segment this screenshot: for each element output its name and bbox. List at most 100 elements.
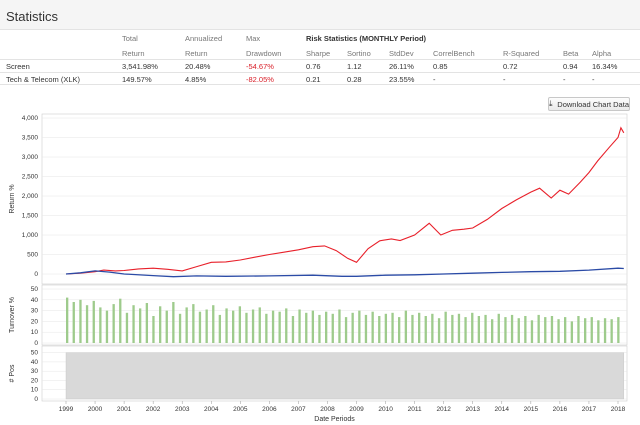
x-tick-label: 2012 [436, 406, 451, 413]
turnover-bar [218, 314, 222, 343]
turnover-bar [344, 317, 348, 343]
x-tick-label: 2008 [320, 406, 335, 413]
turnover-bar [85, 305, 89, 343]
y-tick-label: 4,000 [22, 115, 39, 122]
y-tick-label: 0 [34, 396, 38, 403]
y-tick-label: 10 [31, 387, 39, 394]
x-tick-label: 2001 [117, 406, 132, 413]
header-bar: Statistics [0, 0, 640, 30]
y-tick-label: 10 [31, 329, 39, 336]
turnover-bar [358, 310, 361, 343]
header-beta: Beta [563, 49, 579, 58]
y-tick-label: 0 [34, 271, 38, 278]
x-tick-label: 2003 [175, 406, 190, 413]
turnover-bar [298, 309, 301, 343]
turnover-bar [517, 318, 520, 343]
turnover-bar [232, 310, 235, 343]
cell-sortino: 1.12 [347, 62, 362, 71]
turnover-bar [431, 313, 434, 343]
x-tick-label: 2006 [262, 406, 277, 413]
turnover-bar [504, 317, 507, 343]
y-tick-label: 30 [31, 368, 39, 375]
turnover-bar [471, 312, 474, 343]
cell-stddev: 23.55% [389, 75, 415, 84]
turnover-bar [225, 308, 228, 343]
turnover-bar [265, 313, 268, 343]
series-line-screen [65, 126, 625, 275]
return-plot-area [41, 113, 628, 285]
turnover-bar [610, 319, 613, 343]
turnover-bar [437, 318, 441, 343]
table-row: Screen 3,541.98% 20.48% -54.67% 0.76 1.1… [0, 59, 640, 72]
cell-annualized: 20.48% [185, 62, 211, 71]
turnover-bar [271, 310, 275, 343]
turnover-bar [424, 316, 427, 343]
x-axis-label: Date Periods [314, 416, 355, 423]
turnover-bar [530, 320, 534, 343]
turnover-bar [278, 311, 281, 343]
y-tick-label: 500 [27, 252, 38, 259]
return-panel: 0 500 1,000 1,500 2,000 2,500 3,000 3,500 4,000 R… [9, 113, 628, 285]
x-tick-label: 2014 [495, 406, 510, 413]
turnover-bar [584, 318, 587, 343]
cell-alpha: 16.34% [592, 62, 618, 71]
positions-panel: 0 10 20 30 40 50 # Pos [9, 345, 628, 403]
turnover-bar [398, 317, 401, 343]
y-tick-label: 50 [31, 350, 39, 357]
cell-sharpe: 0.21 [306, 75, 321, 84]
turnover-bar [564, 317, 567, 343]
y-axis-label: Turnover % [9, 297, 16, 333]
y-tick-label: 20 [31, 377, 39, 384]
header-return: Return [122, 49, 145, 58]
turnover-bar [325, 311, 328, 343]
table-header-bottom: Return Return Drawdown Sharpe Sortino St… [0, 47, 640, 59]
turnover-bar [99, 307, 102, 343]
page-title: Statistics [6, 9, 59, 24]
cell-sharpe: 0.76 [306, 62, 321, 71]
turnover-bar [105, 310, 109, 343]
turnover-bar [318, 314, 321, 343]
y-tick-label: 50 [31, 286, 39, 293]
cell-rsquared: 0.72 [503, 62, 518, 71]
turnover-bar [305, 312, 308, 343]
x-tick-label: 1999 [59, 406, 74, 413]
turnover-bar [66, 297, 69, 343]
positions-area [65, 352, 625, 400]
turnover-bar [212, 305, 215, 343]
cell-correlbench: - [433, 75, 436, 84]
turnover-bar [192, 304, 195, 343]
turnover-bar [557, 319, 560, 343]
turnover-bar [484, 314, 487, 343]
turnover-bar [477, 316, 481, 343]
y-axis-label: Return % [9, 184, 16, 213]
x-tick-label: 2002 [146, 406, 161, 413]
row-name: Screen [6, 62, 30, 71]
y-tick-label: 0 [34, 340, 38, 347]
turnover-bar [364, 314, 368, 343]
turnover-bar [159, 306, 162, 343]
turnover-bar [119, 298, 122, 343]
header-risk-statistics: Risk Statistics (MONTHLY Period) [306, 34, 427, 43]
turnover-bar [464, 317, 467, 343]
x-tick-label: 2013 [466, 406, 481, 413]
cell-stddev: 26.11% [389, 62, 414, 71]
header-sortino: Sortino [347, 49, 371, 58]
turnover-bar [590, 317, 593, 343]
cell-total: 3,541.98% [122, 62, 158, 71]
download-chart-data-button[interactable]: ⤓ Download Chart Data [548, 97, 630, 111]
turnover-bar [537, 314, 540, 343]
header-total: Total [122, 34, 138, 43]
turnover-bar [404, 310, 408, 343]
turnover-bar [597, 320, 600, 343]
turnover-bar [544, 317, 547, 343]
cell-drawdown: -82.05% [246, 75, 274, 84]
y-tick-label: 3,000 [22, 154, 39, 161]
x-tick-label: 2015 [524, 406, 539, 413]
turnover-bar [145, 303, 149, 343]
turnover-panel: 0 10 20 30 40 50 Turnover % [9, 284, 628, 347]
turnover-bar [371, 311, 374, 343]
turnover-bar [245, 312, 248, 343]
turnover-bar [577, 316, 580, 343]
y-tick-label: 40 [31, 359, 39, 366]
turnover-bar [285, 308, 288, 343]
